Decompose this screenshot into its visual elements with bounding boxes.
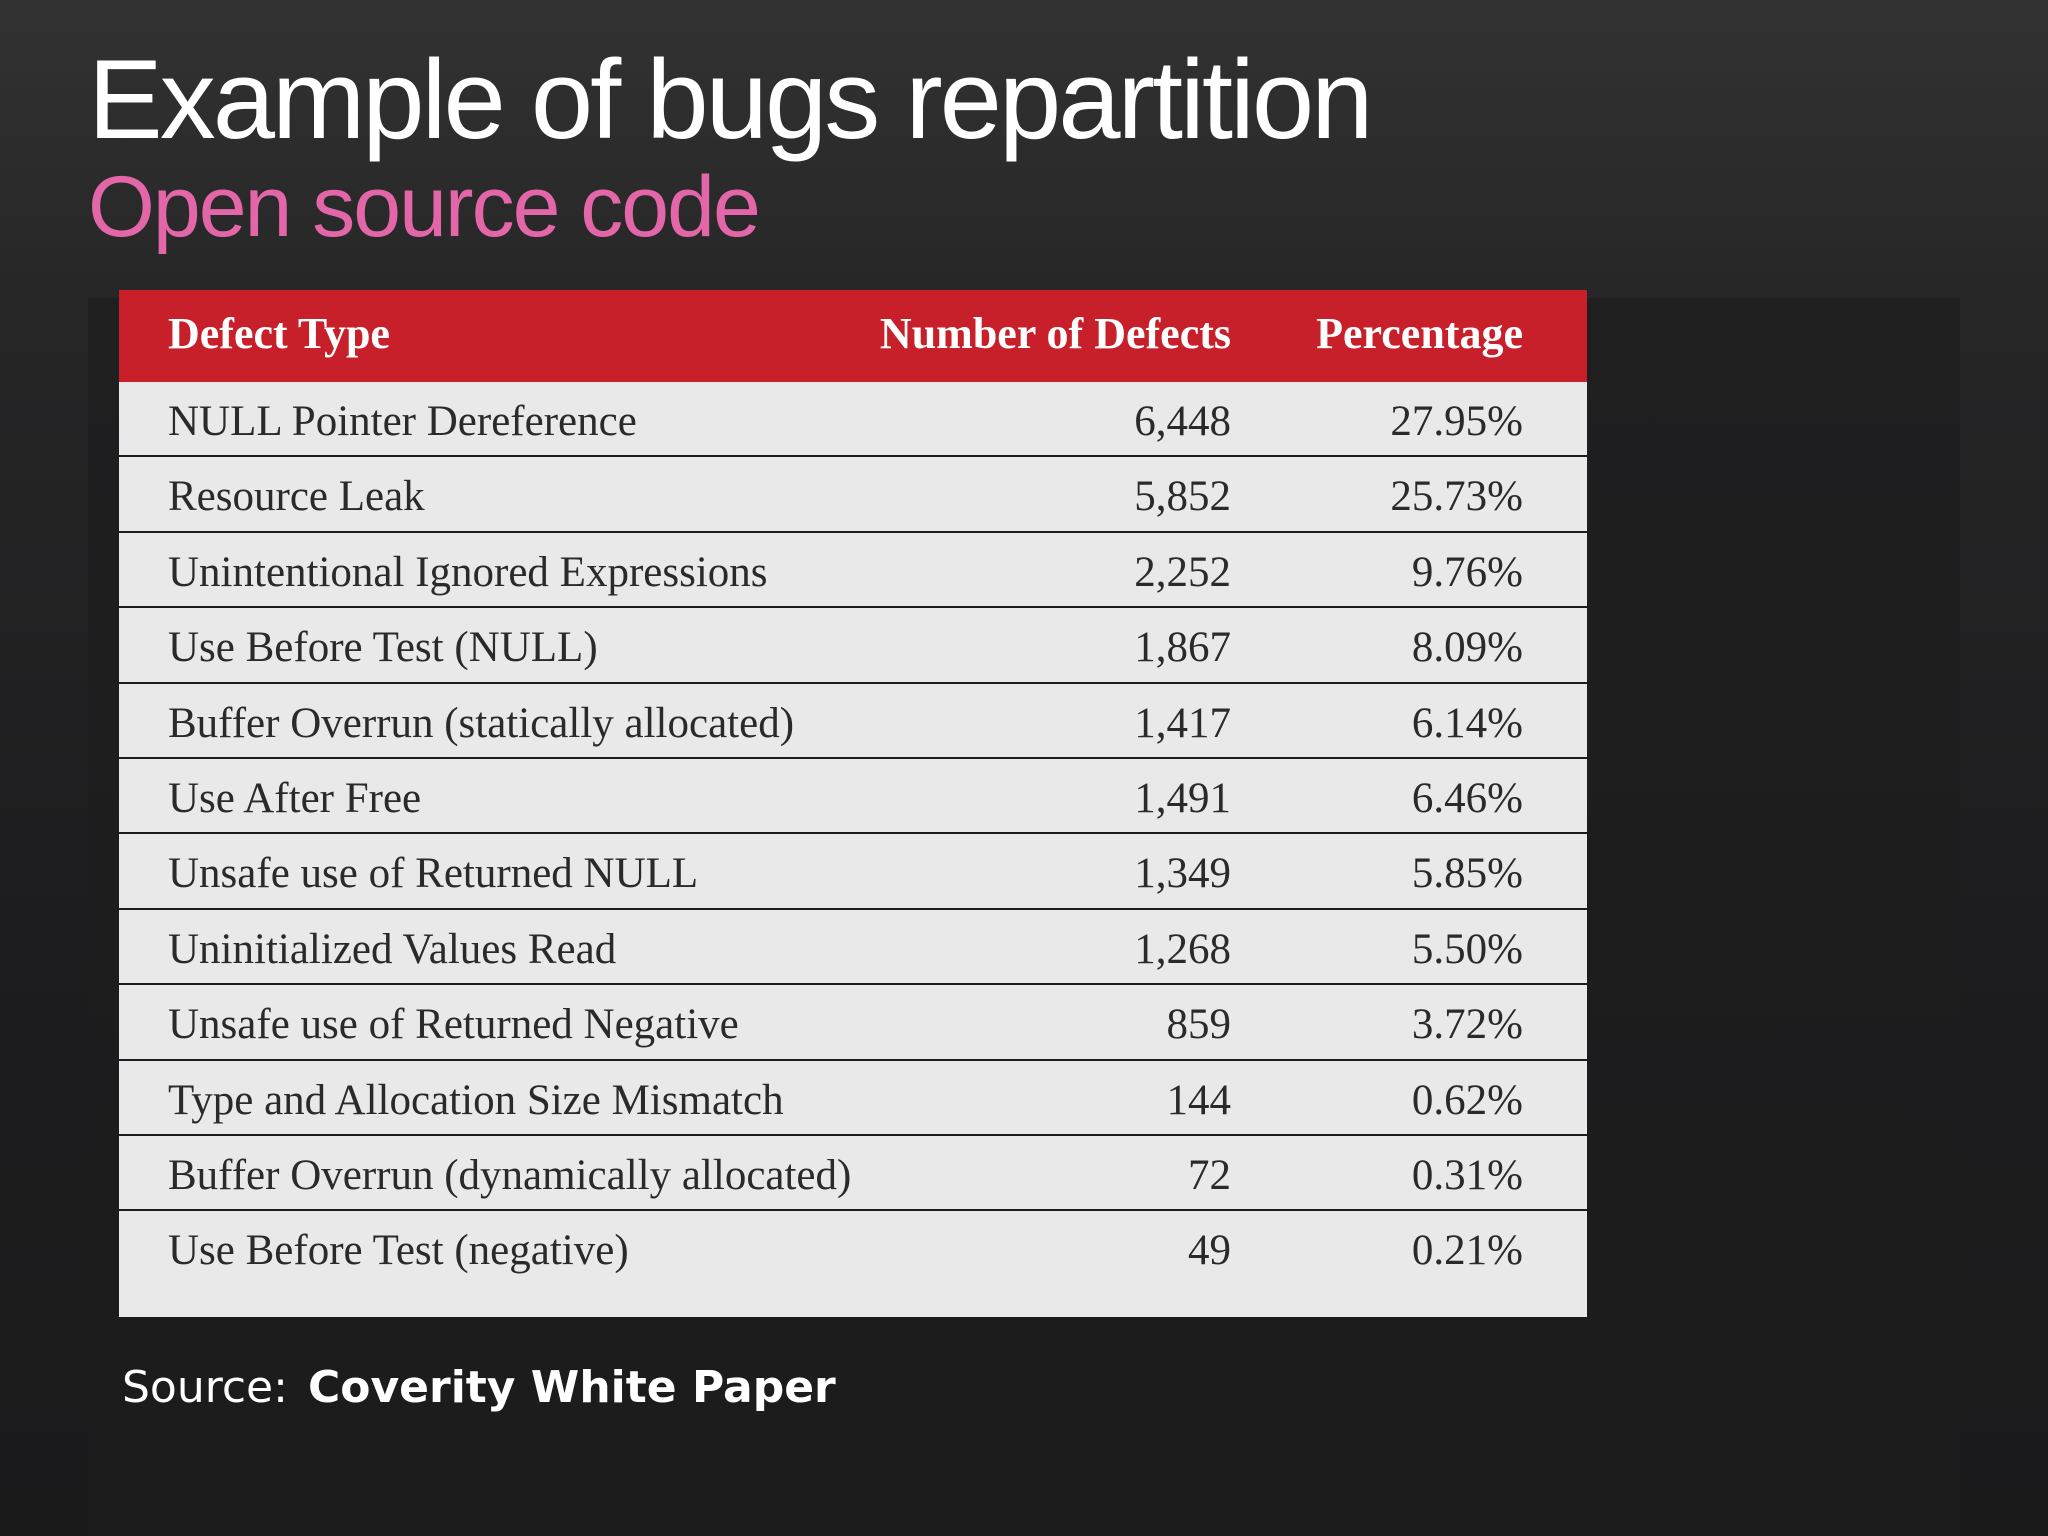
cell-percentage: 9.76% <box>1411 548 1523 596</box>
header-number-of-defects: Number of Defects <box>879 309 1231 358</box>
cell-percentage: 8.09% <box>1411 624 1523 672</box>
cell-defect-type: Unintentional Ignored Expressions <box>168 548 768 596</box>
cell-percentage: 3.72% <box>1411 1001 1523 1049</box>
slide-subtitle: Open source code <box>88 159 761 255</box>
cell-percentage: 6.46% <box>1411 774 1523 822</box>
cell-defect-type: Type and Allocation Size Mismatch <box>168 1076 784 1124</box>
cell-percentage: 27.95% <box>1390 398 1523 445</box>
defects-table: Defect Type Number of Defects Percentage… <box>119 290 1587 1317</box>
header-percentage: Percentage <box>1316 309 1523 358</box>
cell-defect-type: Use After Free <box>168 774 422 822</box>
cell-percentage: 0.21% <box>1411 1227 1523 1275</box>
table-row: Unsafe use of Returned Negative 859 3.72… <box>119 985 1587 1061</box>
table-row: NULL Pointer Dereference 6,448 27.95% <box>119 382 1587 458</box>
table-row: Buffer Overrun (statically allocated) 1,… <box>119 684 1587 759</box>
cell-percentage: 6.14% <box>1411 699 1523 747</box>
cell-number: 72 <box>1188 1151 1231 1199</box>
table-row: Resource Leak 5,852 25.73% <box>119 457 1587 533</box>
slide-title: Example of bugs repartition <box>88 37 1373 162</box>
table-row: Use Before Test (NULL) 1,867 8.09% <box>119 608 1587 684</box>
cell-defect-type: Resource Leak <box>168 473 425 521</box>
header-defect-type: Defect Type <box>168 309 390 358</box>
table-row: Buffer Overrun (dynamically allocated) 7… <box>119 1136 1587 1212</box>
cell-number: 1,417 <box>1134 699 1231 747</box>
table-row: Type and Allocation Size Mismatch 144 0.… <box>119 1061 1587 1136</box>
cell-number: 1,491 <box>1134 774 1231 822</box>
cell-number: 1,268 <box>1134 925 1231 973</box>
table-header: Defect Type Number of Defects Percentage <box>119 290 1587 382</box>
cell-defect-type: Unsafe use of Returned NULL <box>168 850 699 898</box>
cell-defect-type: NULL Pointer Dereference <box>168 398 637 445</box>
cell-defect-type: Buffer Overrun (statically allocated) <box>168 699 795 747</box>
table-row: Uninitialized Values Read 1,268 5.50% <box>119 910 1587 986</box>
table-row: Unintentional Ignored Expressions 2,252 … <box>119 533 1587 609</box>
cell-percentage: 5.85% <box>1411 850 1523 898</box>
cell-defect-type: Buffer Overrun (dynamically allocated) <box>168 1151 852 1199</box>
table-row: Use After Free 1,491 6.46% <box>119 759 1587 835</box>
cell-defect-type: Unsafe use of Returned Negative <box>168 1001 739 1049</box>
cell-number: 49 <box>1188 1227 1231 1275</box>
table-row: Use Before Test (negative) 49 0.21% <box>119 1211 1587 1286</box>
cell-defect-type: Uninitialized Values Read <box>168 925 617 973</box>
cell-number: 5,852 <box>1134 473 1231 521</box>
cell-defect-type: Use Before Test (negative) <box>168 1227 629 1275</box>
cell-defect-type: Use Before Test (NULL) <box>168 624 598 672</box>
cell-number: 144 <box>1166 1076 1232 1124</box>
cell-number: 1,867 <box>1134 624 1231 672</box>
cell-percentage: 5.50% <box>1411 925 1523 973</box>
table-row: Unsafe use of Returned NULL 1,349 5.85% <box>119 834 1587 910</box>
cell-number: 2,252 <box>1134 548 1231 596</box>
cell-percentage: 25.73% <box>1390 473 1523 521</box>
cell-number: 1,349 <box>1134 850 1231 898</box>
cell-number: 859 <box>1166 1001 1232 1049</box>
cell-number: 6,448 <box>1134 398 1231 445</box>
source-citation: Source: Coverity White Paper <box>122 1358 836 1418</box>
table-body: NULL Pointer Dereference 6,448 27.95% Re… <box>119 382 1587 1287</box>
source-value: Coverity White Paper <box>307 1362 836 1413</box>
source-label: Source: <box>122 1362 288 1413</box>
cell-percentage: 0.62% <box>1411 1076 1523 1124</box>
cell-percentage: 0.31% <box>1411 1151 1523 1199</box>
